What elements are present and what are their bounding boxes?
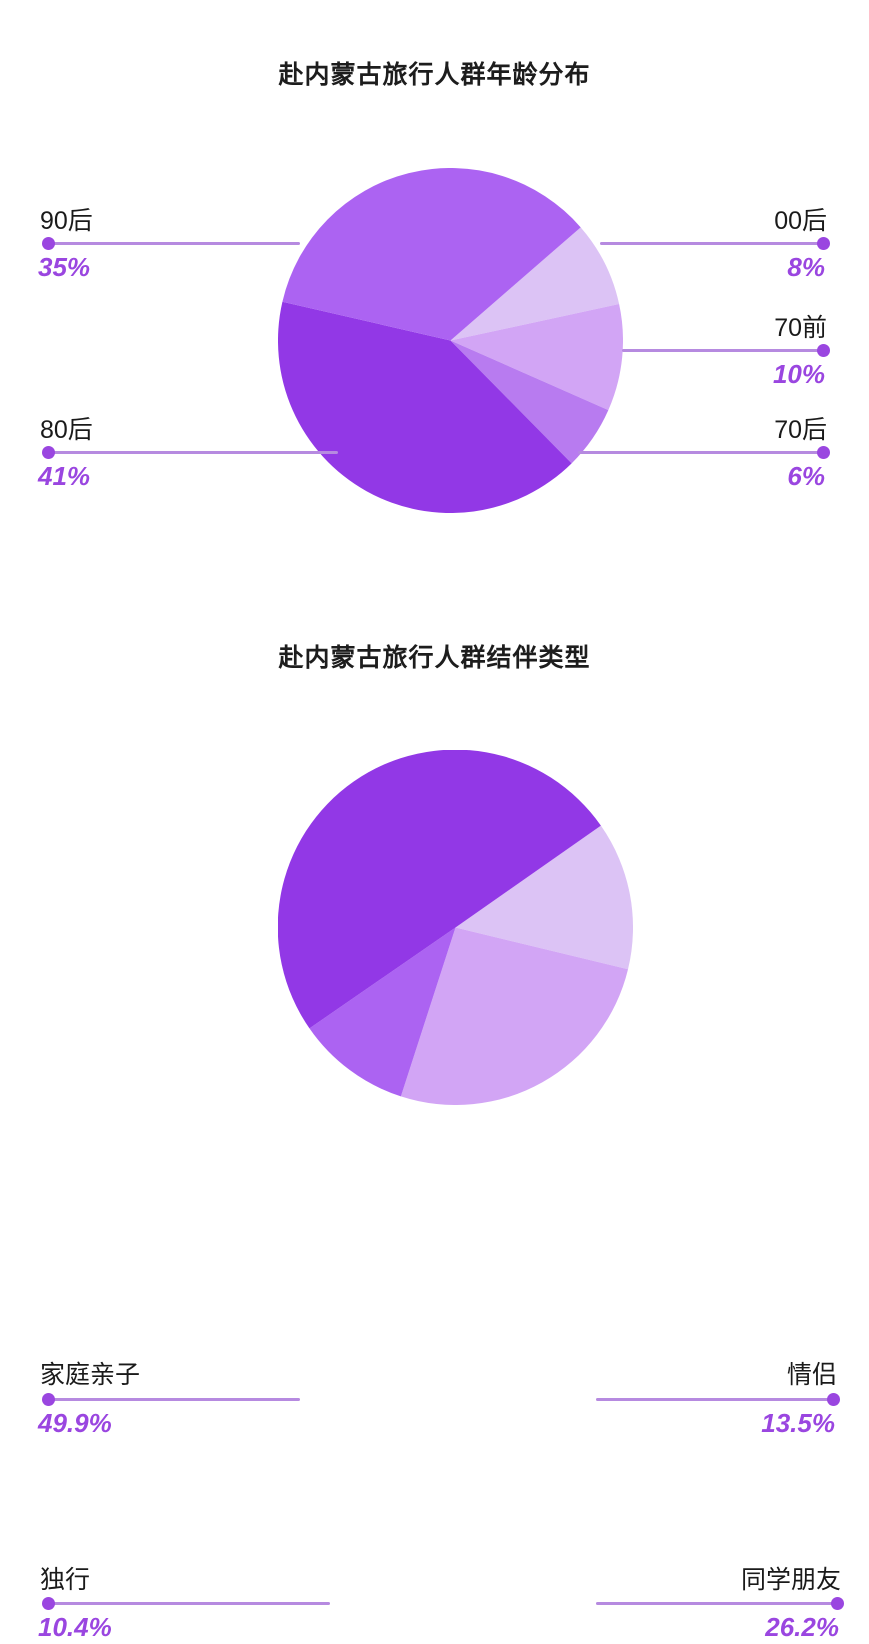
- pie-slice-tongxuepengyou: [400, 927, 629, 1105]
- label-00hou: 00后: [774, 206, 827, 236]
- label-tongxuepengyou-name: 同学朋友: [740, 1566, 841, 1594]
- leader-dot-70qian: [817, 344, 830, 357]
- leader-dot-00hou: [817, 237, 830, 250]
- label-tongxuepengyou-value: 26.2%: [765, 1608, 839, 1644]
- label-jiatingqinzi-name: 家庭亲子: [40, 1361, 141, 1389]
- leader-line-70hou: [578, 451, 822, 454]
- label-90hou: 90后: [40, 206, 93, 236]
- label-duxing: 独行: [40, 1565, 90, 1595]
- leader-dot-80hou: [42, 446, 55, 459]
- leader-dot-90hou: [42, 237, 55, 250]
- label-00hou-name: 00后: [774, 207, 827, 235]
- label-70hou-name: 70后: [774, 416, 827, 444]
- label-70hou: 70后: [774, 415, 827, 445]
- pie-slice-70qian: [450, 304, 623, 411]
- leader-line-duxing: [48, 1602, 330, 1605]
- label-80hou-pct: 41%: [38, 461, 91, 491]
- pie-slice-jiatingqinzi: [278, 750, 601, 1029]
- pie-slice-90hou: [282, 168, 581, 341]
- companion-pie-chart: [278, 750, 633, 1105]
- leader-line-70qian: [622, 349, 822, 352]
- age-pie-svg: [278, 168, 623, 513]
- label-70qian-name: 70前: [774, 314, 827, 342]
- label-70qian-pct: 10%: [772, 359, 825, 389]
- label-duxing-value: 10.4%: [38, 1608, 112, 1644]
- label-tongxuepengyou-pct: 26.2%: [765, 1612, 839, 1642]
- label-70qian-value: 10%: [773, 355, 825, 391]
- label-jiatingqinzi-value: 49.9%: [38, 1404, 112, 1440]
- age-distribution-chart: 赴内蒙古旅行人群年龄分布 90后 35% 80后 41% 00后: [0, 0, 869, 568]
- label-tongxuepengyou: 同学朋友: [741, 1565, 841, 1595]
- label-80hou: 80后: [40, 415, 93, 445]
- label-90hou-name: 90后: [40, 207, 93, 235]
- companion-chart-title: 赴内蒙古旅行人群结伴类型: [278, 644, 591, 672]
- pie-slice-70hou: [450, 340, 609, 464]
- companion-type-chart: 赴内蒙古旅行人群结伴类型 家庭亲子 49.9% 独行 10.4% 情侣 13.5: [0, 568, 869, 1642]
- label-duxing-name: 独行: [40, 1566, 91, 1594]
- label-qinglv-value: 13.5%: [761, 1404, 835, 1440]
- label-00hou-pct: 8%: [787, 252, 825, 282]
- label-80hou-value: 41%: [38, 457, 90, 493]
- pie-slice-duxing: [309, 927, 456, 1097]
- label-qinglv-pct: 13.5%: [761, 1408, 835, 1438]
- leader-line-jiatingqinzi: [48, 1398, 300, 1401]
- label-duxing-pct: 10.4%: [38, 1612, 112, 1642]
- label-jiatingqinzi-pct: 49.9%: [38, 1408, 112, 1438]
- label-00hou-value: 8%: [787, 248, 825, 284]
- label-80hou-name: 80后: [40, 416, 93, 444]
- leader-line-qinglv: [596, 1398, 832, 1401]
- age-pie-chart: [278, 168, 623, 513]
- leader-line-90hou: [48, 242, 300, 245]
- label-90hou-value: 35%: [38, 248, 90, 284]
- label-qinglv: 情侣: [787, 1360, 837, 1390]
- leader-dot-70hou: [817, 446, 830, 459]
- leader-line-tongxuepengyou: [596, 1602, 836, 1605]
- pie-slice-80hou: [278, 301, 572, 513]
- pie-slice-qinglv: [455, 825, 633, 970]
- label-qinglv-name: 情侣: [786, 1361, 837, 1389]
- companion-pie-svg: [278, 750, 633, 1105]
- label-90hou-pct: 35%: [38, 252, 91, 282]
- leader-line-80hou: [48, 451, 338, 454]
- label-70hou-value: 6%: [787, 457, 825, 493]
- leader-line-00hou: [600, 242, 822, 245]
- pie-slice-00hou: [450, 227, 620, 341]
- label-70qian: 70前: [774, 313, 827, 343]
- label-jiatingqinzi: 家庭亲子: [40, 1360, 140, 1390]
- label-70hou-pct: 6%: [787, 461, 825, 491]
- age-chart-title: 赴内蒙古旅行人群年龄分布: [278, 61, 591, 89]
